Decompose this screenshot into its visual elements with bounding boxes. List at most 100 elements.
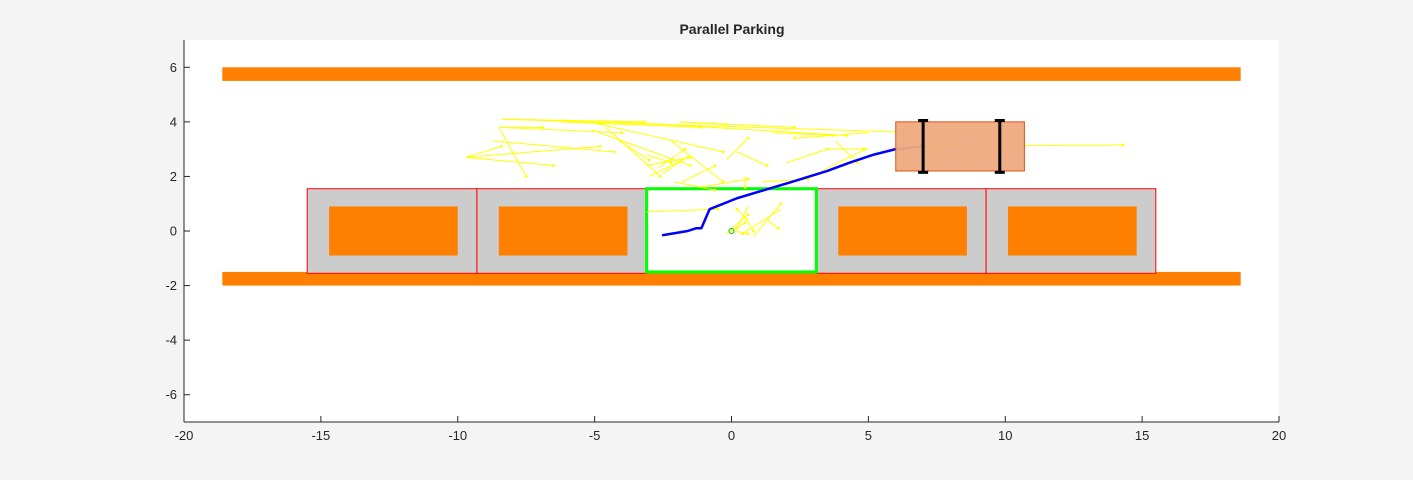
tree-edge-31 [725,137,749,161]
planned-path [661,145,925,237]
tree-edge-44 [734,230,749,235]
tree-edge-30 [673,181,716,191]
tree-node-44 [746,232,750,236]
tree-edge-32 [736,151,768,166]
tree-node-26 [683,147,687,151]
x-tick-label-1: -15 [311,428,330,443]
tree-node-24 [669,161,673,165]
tree-node-47 [741,232,744,236]
tree-node-19 [689,164,692,167]
tree-node-12 [620,131,624,135]
tree-edge-18 [493,140,614,153]
tree-edge-26 [657,148,686,169]
x-tick-label-0: -20 [175,428,194,443]
tree-edge-51 [821,148,866,172]
y-tick-label-4: 2 [170,169,177,184]
tree-node-48 [776,226,780,230]
parked-car-1 [498,206,628,256]
tree-edge-6 [501,118,921,134]
chart-title: Parallel Parking [679,21,784,37]
tree-node-13 [541,125,545,129]
x-tick-label-8: 20 [1272,428,1286,443]
tree-node-23 [721,180,725,184]
tree-node-14 [524,175,528,178]
tree-edge-28 [649,156,688,177]
tree-edge-38 [772,132,833,136]
x-tick-label-5: 5 [865,428,872,443]
x-tick-label-2: -10 [448,428,467,443]
tree-node-20 [721,150,725,154]
tree-node-30 [713,188,717,192]
ego-vehicle [895,121,1025,172]
tree-edge-50 [736,208,749,221]
tree-edge-16 [465,156,554,167]
y-tick-label-6: 6 [170,60,177,75]
tree-node-49 [779,202,783,206]
goal-marker [728,228,735,234]
tree-edge-20 [589,121,724,153]
environment-layer [222,67,1241,286]
tree-edge-42 [725,214,749,235]
tree-node-22 [647,158,651,162]
tree-edge-46 [736,206,749,229]
tree-edge-22 [618,140,650,161]
tree-edge-45 [744,217,754,232]
tree-edge-37 [835,140,858,164]
planned-path-layer [661,145,925,237]
tree-node-0 [1121,143,1125,147]
parked-car-2 [838,206,967,256]
tree-edge-17 [465,145,502,158]
goal-bay [645,187,818,274]
curb-1 [222,271,1241,286]
tree-node-34 [806,177,810,181]
tree-node-17 [500,145,503,148]
tree-edge-48 [766,219,779,229]
y-tick-label-5: 4 [170,114,177,129]
x-tick-label-7: 15 [1135,428,1149,443]
tree-edge-7 [597,119,847,136]
parked-car-0 [329,206,458,256]
tree-edge-10 [561,121,702,128]
x-tick-label-3: -5 [589,428,601,443]
x-tick-label-4: 0 [728,428,735,443]
tree-node-40 [746,177,750,181]
tree-node-15 [598,145,602,148]
tree-node-29 [713,164,717,167]
tree-node-32 [765,164,769,167]
y-tick-label-3: 0 [170,224,177,239]
tree-node-51 [864,147,868,151]
tree-edge-9 [679,121,795,128]
tree-node-16 [552,164,555,167]
tree-edge-23 [670,140,724,183]
tree-node-25 [689,155,692,159]
tree-node-31 [746,136,750,140]
y-tick-label-2: -2 [165,278,177,293]
tree-edge-14 [498,127,527,177]
tree-edge-11 [501,118,644,123]
tree-node-9 [793,125,796,129]
tree-node-33 [743,185,747,189]
tree-edge-39 [794,132,869,139]
y-tick-label-0: -6 [165,387,177,402]
tree-edge-21 [605,126,661,177]
tree-node-18 [612,150,616,154]
tree-edge-27 [662,159,683,175]
tree-edge-49 [753,203,782,237]
y-tick-label-1: -4 [165,333,177,348]
tree-edge-25 [646,156,691,167]
tree-edge-40 [698,178,749,188]
tree-node-39 [793,136,796,140]
tree-edge-19 [591,129,691,166]
tree-edge-35 [786,148,828,164]
tree-node-41 [716,207,720,211]
tree-node-37 [856,161,859,165]
tree-node-42 [746,213,750,217]
tree-node-28 [686,155,690,159]
tree-node-50 [735,207,739,211]
search-tree-layer [465,118,1125,237]
x-tick-label-6: 10 [998,428,1012,443]
tree-edge-12 [498,126,623,134]
tree-node-11 [642,120,646,124]
tree-edge-29 [682,165,716,183]
